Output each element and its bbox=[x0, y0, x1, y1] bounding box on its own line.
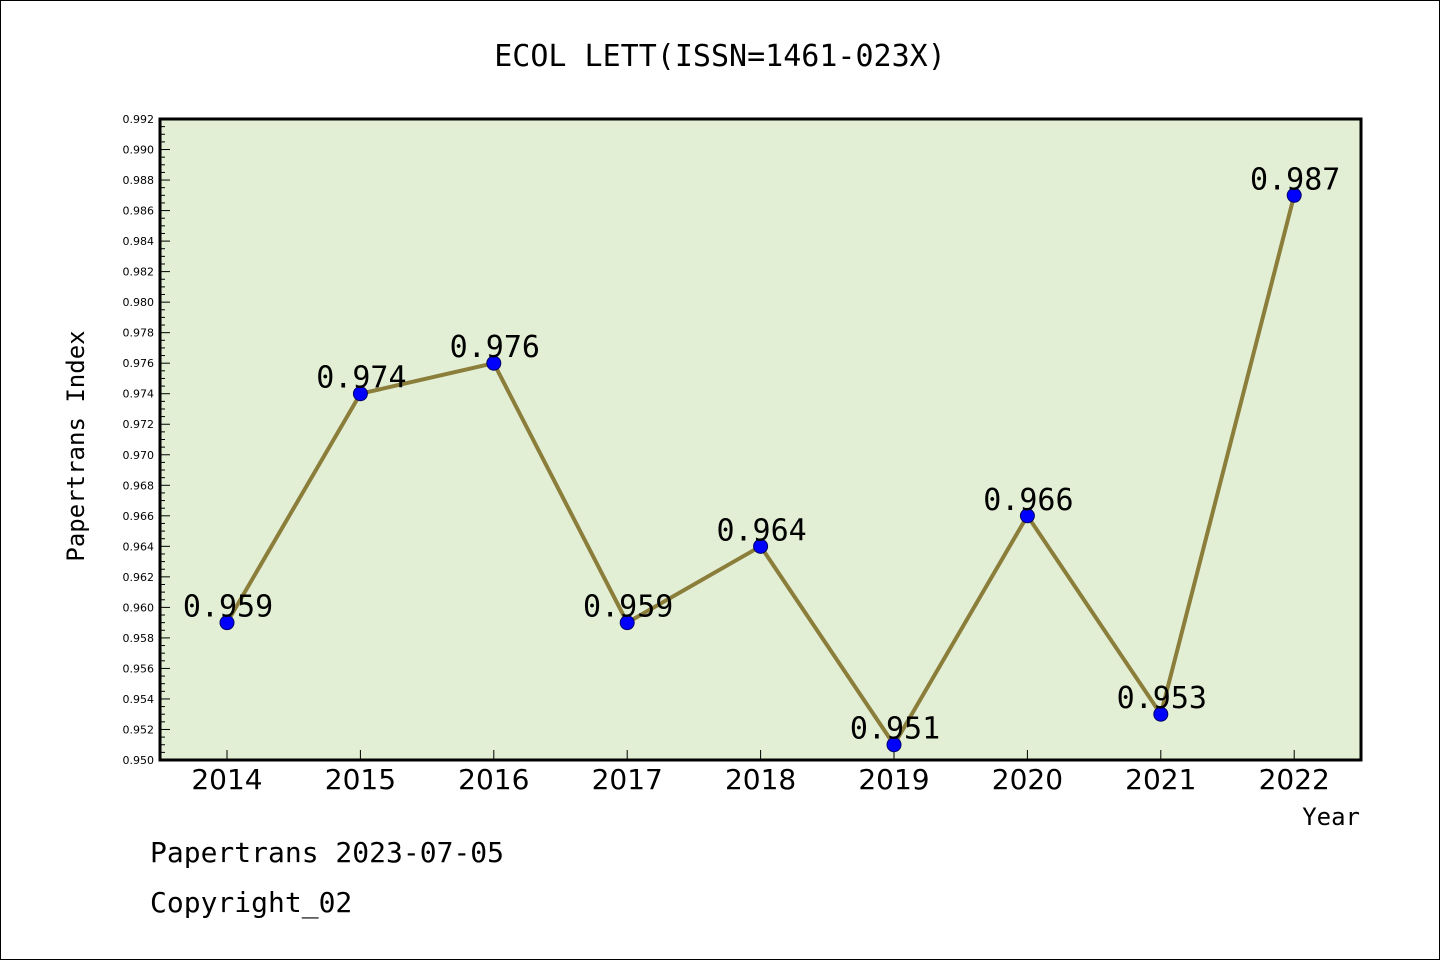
y-tick-label: 0.964 bbox=[123, 540, 155, 553]
data-point bbox=[619, 615, 635, 631]
x-tick-label: 2020 bbox=[992, 763, 1063, 796]
data-label: 0.959 bbox=[183, 590, 273, 625]
x-axis-title: Year bbox=[1302, 803, 1360, 831]
plot-area bbox=[158, 117, 1363, 762]
data-label: 0.966 bbox=[983, 483, 1073, 518]
x-tick-label: 2015 bbox=[325, 763, 396, 796]
data-point bbox=[886, 737, 902, 753]
y-tick-label: 0.978 bbox=[123, 327, 155, 340]
x-tick-label: 2022 bbox=[1259, 763, 1330, 796]
data-label: 0.976 bbox=[450, 330, 540, 365]
data-point bbox=[1153, 706, 1169, 722]
y-tick-label: 0.976 bbox=[123, 357, 155, 370]
y-tick-label: 0.972 bbox=[123, 418, 155, 431]
y-tick-label: 0.988 bbox=[123, 174, 155, 187]
data-label: 0.987 bbox=[1250, 162, 1340, 197]
data-label: 0.974 bbox=[316, 361, 406, 396]
x-tick-label: 2021 bbox=[1125, 763, 1196, 796]
x-tick-label: 2014 bbox=[191, 763, 262, 796]
y-axis: 0.950 0.952 0.954 0.956 0.958 0.960 0.962 0.964… bbox=[123, 113, 170, 767]
x-tick-label: 2019 bbox=[858, 763, 929, 796]
y-tick-label: 0.986 bbox=[123, 205, 155, 218]
footer-copyright: Copyright_02 bbox=[150, 886, 353, 919]
x-tick-label: 2016 bbox=[458, 763, 529, 796]
y-tick-label: 0.974 bbox=[123, 388, 155, 401]
data-point bbox=[486, 355, 502, 371]
data-label: 0.959 bbox=[583, 590, 673, 625]
y-tick-label: 0.992 bbox=[123, 113, 155, 126]
data-labels: 0.959 0.974 0.976 0.959 0.964 0.951 0.966 0.953… bbox=[183, 162, 1341, 746]
y-tick-label: 0.956 bbox=[123, 662, 155, 675]
y-tick-label: 0.962 bbox=[123, 571, 155, 584]
y-tick-label: 0.980 bbox=[123, 296, 155, 309]
y-tick-label: 0.984 bbox=[123, 235, 155, 248]
y-tick-label: 0.954 bbox=[123, 693, 155, 706]
x-tick-label: 2018 bbox=[725, 763, 796, 796]
y-tick-label: 0.960 bbox=[123, 601, 155, 614]
y-tick-label: 0.966 bbox=[123, 510, 155, 523]
chart-title: ECOL LETT(ISSN=1461-023X) bbox=[494, 39, 946, 74]
x-axis: 2014 2015 2016 2017 2018 2019 2020 2021 2022 bbox=[191, 750, 1330, 796]
y-tick-label: 0.968 bbox=[123, 479, 155, 492]
y-tick-label: 0.950 bbox=[123, 754, 155, 767]
data-point bbox=[352, 386, 368, 402]
data-point bbox=[219, 615, 235, 631]
data-point bbox=[753, 538, 769, 554]
data-label: 0.964 bbox=[716, 513, 806, 548]
y-tick-label: 0.990 bbox=[123, 144, 155, 157]
y-axis-title: Papertrans Index bbox=[62, 330, 90, 561]
y-tick-label: 0.958 bbox=[123, 632, 155, 645]
x-tick-label: 2017 bbox=[592, 763, 663, 796]
y-tick-label: 0.982 bbox=[123, 266, 155, 279]
data-label: 0.951 bbox=[850, 712, 940, 747]
footer-date: Papertrans 2023-07-05 bbox=[150, 836, 505, 869]
data-point bbox=[1286, 187, 1302, 203]
y-tick-label: 0.970 bbox=[123, 449, 155, 462]
data-label: 0.953 bbox=[1117, 681, 1207, 716]
data-point bbox=[1019, 508, 1035, 524]
y-tick-label: 0.952 bbox=[123, 723, 155, 736]
data-markers bbox=[219, 187, 1302, 753]
